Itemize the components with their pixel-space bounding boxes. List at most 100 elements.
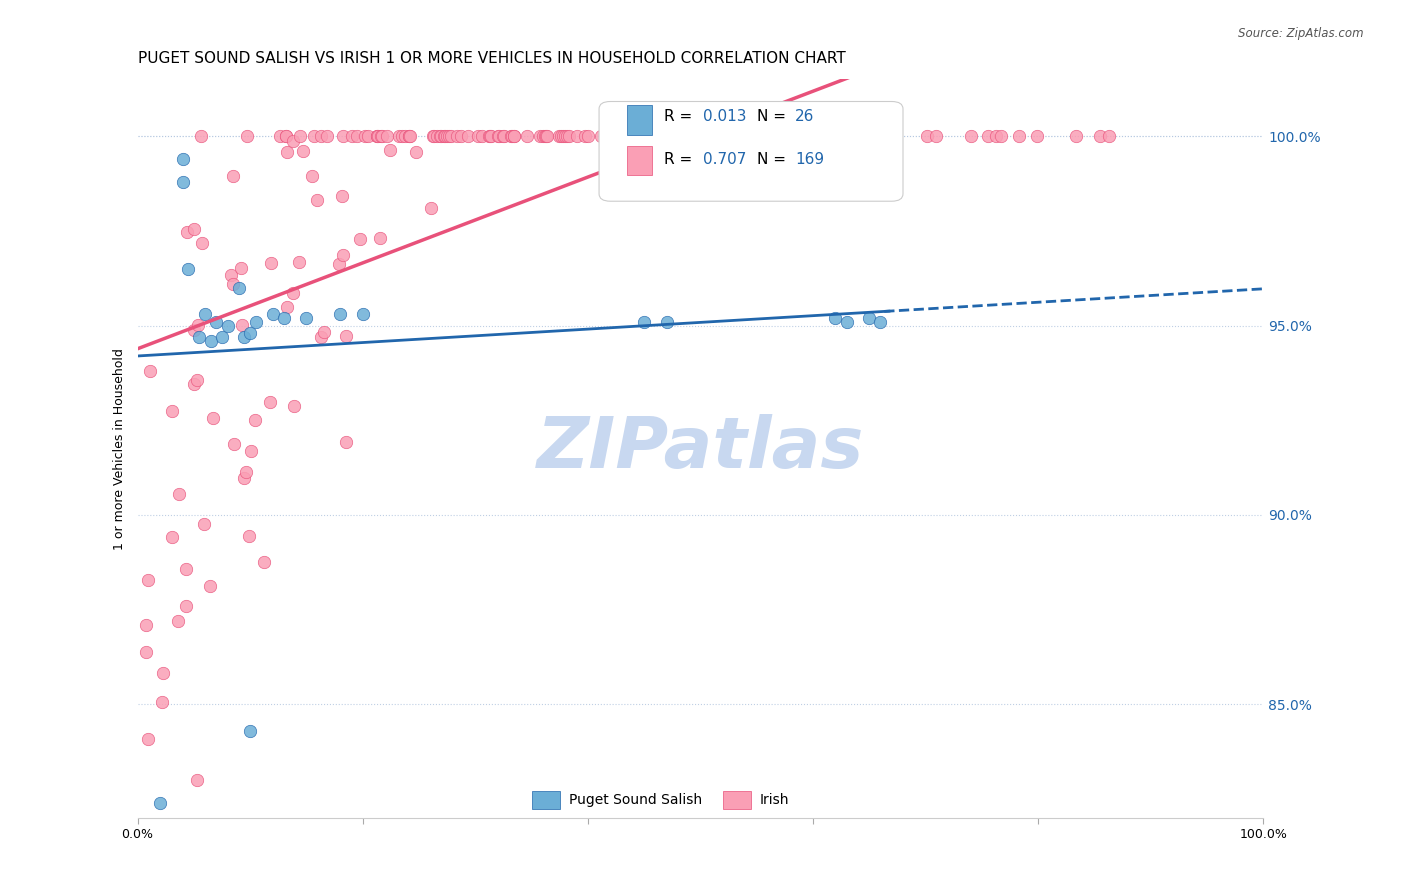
Point xyxy=(835,315,858,329)
Point xyxy=(977,129,1000,144)
Text: 0.707: 0.707 xyxy=(703,153,747,168)
Point xyxy=(190,235,212,250)
Point xyxy=(183,377,205,392)
Point xyxy=(188,330,211,344)
Point xyxy=(174,561,197,575)
Point xyxy=(433,129,456,144)
Point xyxy=(274,129,297,144)
Point xyxy=(200,334,222,348)
Point xyxy=(205,315,228,329)
Point xyxy=(429,129,451,144)
Point xyxy=(1008,129,1031,144)
Point xyxy=(391,129,413,144)
Point xyxy=(283,286,305,301)
Point xyxy=(245,315,267,329)
Point xyxy=(990,129,1012,144)
Point xyxy=(419,201,441,215)
Point xyxy=(330,189,353,203)
Point xyxy=(174,599,197,613)
Point xyxy=(273,310,295,325)
Point xyxy=(810,129,832,144)
Point xyxy=(211,330,233,344)
Point xyxy=(925,129,948,144)
Point xyxy=(222,169,245,183)
FancyBboxPatch shape xyxy=(627,105,652,135)
Point xyxy=(859,129,882,144)
Point xyxy=(217,318,239,333)
Point xyxy=(186,772,208,787)
Point xyxy=(283,399,305,413)
Point xyxy=(295,310,318,325)
Point xyxy=(479,129,502,144)
Point xyxy=(492,129,515,144)
Point xyxy=(235,465,257,479)
Point xyxy=(436,129,458,144)
Point xyxy=(231,318,253,332)
Point xyxy=(288,129,311,144)
Point xyxy=(335,329,357,343)
Point xyxy=(960,129,983,144)
Point xyxy=(634,129,657,144)
Point xyxy=(600,129,623,144)
Point xyxy=(193,516,215,531)
Point xyxy=(529,129,551,144)
Point xyxy=(357,129,380,144)
Text: ZIPatlas: ZIPatlas xyxy=(537,414,865,483)
Point xyxy=(190,129,212,144)
Point xyxy=(239,443,262,458)
Point xyxy=(329,307,352,321)
Point xyxy=(194,307,217,321)
Point xyxy=(486,129,509,144)
Point xyxy=(576,129,599,144)
Point xyxy=(690,129,713,144)
Point xyxy=(574,129,596,144)
Point xyxy=(804,129,827,144)
Point xyxy=(231,260,253,275)
Point xyxy=(446,129,468,144)
Point xyxy=(550,129,572,144)
Point xyxy=(366,129,388,144)
Point xyxy=(172,175,194,189)
Point xyxy=(536,129,558,144)
Point xyxy=(366,129,388,144)
Point xyxy=(869,315,891,329)
Point xyxy=(860,129,883,144)
Point xyxy=(433,129,456,144)
Point xyxy=(378,143,401,157)
Point xyxy=(1064,129,1087,144)
Point xyxy=(818,129,841,144)
Point xyxy=(283,134,305,148)
Point xyxy=(614,129,637,144)
Point xyxy=(260,256,283,270)
Point xyxy=(354,129,377,144)
Point xyxy=(222,437,245,451)
Point xyxy=(503,129,526,144)
Text: 26: 26 xyxy=(794,109,814,124)
Point xyxy=(259,395,281,409)
Point xyxy=(315,129,337,144)
Point xyxy=(494,129,516,144)
Point xyxy=(717,129,740,144)
Point xyxy=(276,145,298,160)
Point xyxy=(1026,129,1049,144)
Point xyxy=(744,129,766,144)
Point xyxy=(394,129,416,144)
Text: 0.013: 0.013 xyxy=(703,109,747,124)
Point xyxy=(172,152,194,166)
Point xyxy=(565,129,588,144)
Point xyxy=(352,307,374,321)
Point xyxy=(405,145,427,160)
Point xyxy=(239,326,262,340)
Point xyxy=(471,129,494,144)
Point xyxy=(742,129,765,144)
Point xyxy=(661,129,683,144)
Point xyxy=(309,330,332,344)
Point xyxy=(422,129,444,144)
Text: Irish: Irish xyxy=(761,793,790,807)
Y-axis label: 1 or more Vehicles in Household: 1 or more Vehicles in Household xyxy=(114,348,127,549)
Point xyxy=(139,364,162,378)
Point xyxy=(814,129,837,144)
Point xyxy=(149,796,172,810)
Point xyxy=(501,129,523,144)
Point xyxy=(591,129,613,144)
